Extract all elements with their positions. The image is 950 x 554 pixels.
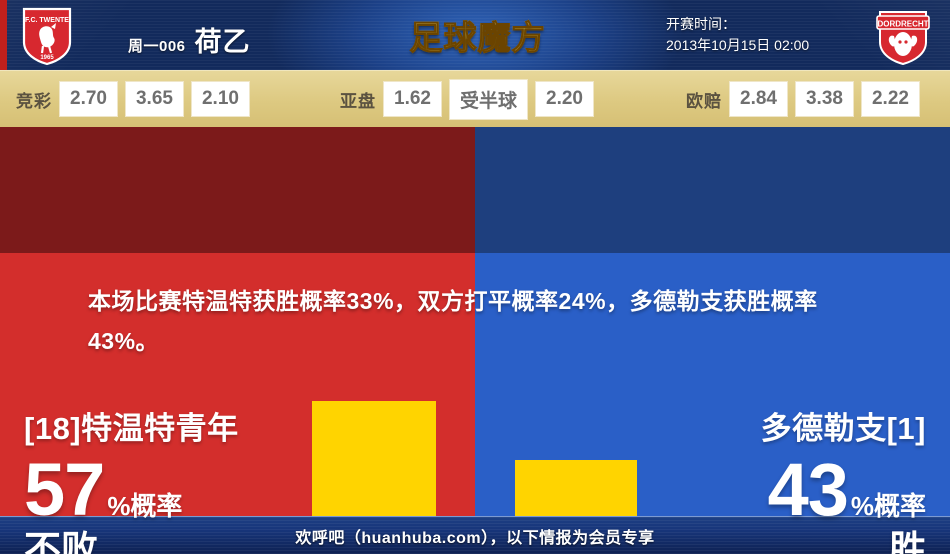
header-red-edge — [0, 0, 7, 70]
odds-group-jingcai: 竞彩 2.70 3.65 2.10 — [16, 81, 250, 117]
home-team-crest-icon: F.C. TWENTE 1965 — [18, 6, 76, 66]
brand-logo-text: 足球魔方 — [409, 11, 546, 59]
odds-group-yapan: 亚盘 1.62 受半球 2.20 — [340, 78, 594, 120]
footer-bar: 欢呼吧（huanhuba.com），以下情报为会员专享 — [0, 516, 950, 554]
odds-label-oupei: 欧赔 — [686, 91, 722, 111]
odds-cell-jingcai-away[interactable]: 2.10 — [190, 81, 250, 117]
away-team-name: 多德勒支[1] — [760, 411, 926, 446]
away-percent-row: 43 %概率 — [761, 451, 926, 529]
odds-cell-yapan-away[interactable]: 2.20 — [535, 81, 594, 117]
home-outcome-label: 不败 — [24, 529, 98, 554]
brand-logo: 足球魔方 — [400, 10, 555, 60]
odds-bar: 竞彩 2.70 3.65 2.10 亚盘 1.62 受半球 2.20 欧赔 2.… — [0, 70, 950, 127]
odds-cell-oupei-home[interactable]: 2.84 — [729, 81, 788, 117]
home-summary-band — [0, 127, 475, 253]
away-percent-value: 43 — [767, 448, 849, 531]
odds-cell-oupei-away[interactable]: 2.22 — [860, 81, 920, 117]
home-percent-row: 57 %概率 — [24, 451, 239, 529]
odds-label-yapan: 亚盘 — [340, 91, 376, 111]
footer-texture — [0, 517, 950, 554]
summary-text: 本场比赛特温特获胜概率33%，双方打平概率24%，多德勒支获胜概率43%。 — [88, 288, 818, 354]
odds-cell-jingcai-draw[interactable]: 3.65 — [124, 81, 184, 117]
home-percent-value: 57 — [24, 448, 105, 531]
main-panel: 本场比赛特温特获胜概率33%，双方打平概率24%，多德勒支获胜概率43%。 [1… — [0, 127, 950, 554]
odds-label-jingcai: 竞彩 — [16, 91, 52, 111]
away-percent-unit: %概率 — [850, 491, 926, 521]
odds-cell-oupei-draw[interactable]: 3.38 — [794, 81, 854, 117]
odds-cell-yapan-home[interactable]: 1.62 — [383, 81, 442, 117]
away-team-block: 多德勒支[1] 43 %概率 胜 — [761, 409, 926, 554]
away-outcome-label: 胜 — [889, 529, 926, 554]
away-summary-band — [475, 127, 950, 253]
league-name: 荷乙 — [194, 27, 251, 57]
home-team-block: [18]特温特青年 57 %概率 不败 — [24, 409, 239, 554]
home-team-name: [18]特温特青年 — [24, 411, 239, 446]
match-label: 周一006 荷乙 — [128, 20, 251, 59]
home-percent-unit: %概率 — [107, 491, 183, 521]
svg-text:1965: 1965 — [40, 55, 54, 61]
footer-text: 欢呼吧（huanhuba.com），以下情报为会员专享 — [295, 529, 655, 547]
odds-cell-jingcai-home[interactable]: 2.70 — [59, 81, 118, 117]
svg-text:F.C. TWENTE: F.C. TWENTE — [25, 17, 69, 24]
kickoff-time: 2013年10月15日 02:00 — [666, 37, 810, 53]
header-bar: F.C. TWENTE 1965 DORDRECHT 周一006 荷 — [0, 0, 950, 70]
svg-text:DORDRECHT: DORDRECHT — [877, 20, 928, 29]
kickoff-label: 开赛时间： — [666, 16, 736, 32]
away-team-crest-icon: DORDRECHT — [874, 6, 932, 66]
odds-group-oupei: 欧赔 2.84 3.38 2.22 — [686, 81, 920, 117]
match-round: 周一006 — [128, 38, 186, 55]
kickoff-info: 开赛时间： 2013年10月15日 02:00 — [666, 14, 809, 56]
odds-cell-yapan-handicap[interactable]: 受半球 — [448, 78, 528, 120]
